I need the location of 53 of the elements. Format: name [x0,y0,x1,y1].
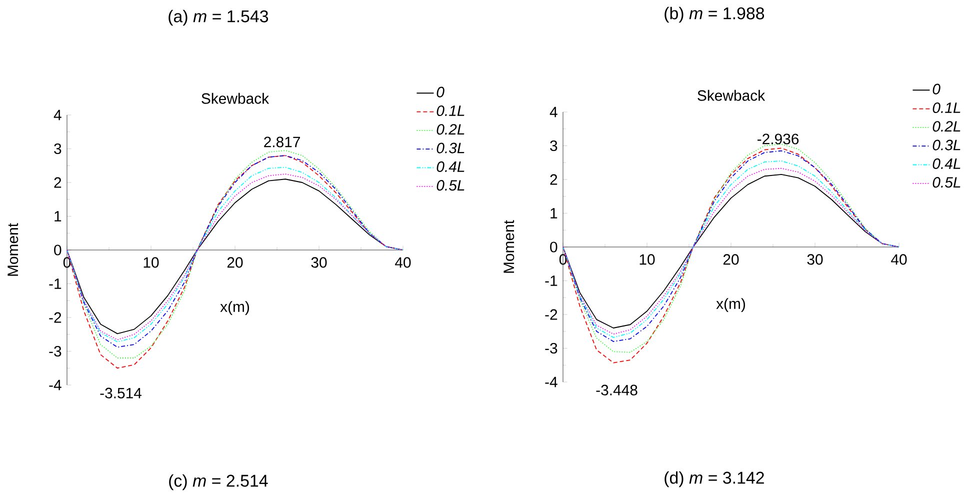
legend-label: 0.4L [932,158,960,169]
y-axis-title: Moment [8,223,18,276]
x-tick-label: 30 [311,257,327,268]
chart-title: (a) m = 1.543 [168,10,268,26]
x-tick-label: 20 [723,254,739,265]
y-tick-label: 1 [550,208,558,218]
y-tick-label: -1 [49,278,62,289]
y-tick-label: 0 [550,242,558,252]
x-tick-label: 40 [891,254,907,265]
x-tick-label: 30 [807,254,823,265]
legend-label: 0.3L [932,140,960,150]
y-tick-label: 3 [550,140,558,152]
y-tick-label: 2 [54,177,62,188]
legend-label: 0.2L [932,121,960,132]
y-tick-label: -3 [49,346,62,357]
chart-title: (b) m = 1.988 [664,6,764,23]
legend-label: 0.1L [436,105,464,116]
y-tick-label: 4 [550,106,558,118]
x-axis-title: x(m) [716,298,746,312]
text: -3.448 [596,384,638,396]
x-tick-label: 0 [559,254,567,265]
chart-subtitle: Skewback [202,92,270,104]
legend-label: 0.3L [436,142,464,154]
y-tick-label: 0 [54,244,62,256]
annotation: -2.936 [758,134,799,144]
y-tick-label: -3 [545,342,558,354]
x-tick-label: 40 [395,257,411,268]
x-axis-title: x(m) [220,301,250,316]
chart-subtitle: Skewback [698,90,766,101]
x-tick-label: 10 [144,257,159,268]
text: -3.514 [100,388,142,398]
text: (c) m = 2.514 [169,474,268,490]
y-axis-title: Moment [504,220,514,273]
y-tick-label: 2 [550,174,558,185]
y-tick-label: -4 [49,380,62,390]
legend-label: 0.2L [436,124,464,135]
legend-label: 0.5L [932,177,960,188]
y-tick-label: -2 [545,309,558,320]
x-tick-label: 20 [227,257,243,268]
y-tick-label: 3 [54,143,62,154]
y-tick-label: 1 [54,211,62,222]
annotation: 2.817 [264,136,300,148]
legend-label: 0.5L [436,180,464,191]
legend-label: 0.1L [932,102,960,114]
legend-label: 0.4L [436,161,464,172]
text: (d) m = 3.142 [664,471,764,488]
y-tick-label: -2 [49,312,62,323]
y-tick-label: -4 [545,376,558,388]
legend-label: 0 [932,84,940,94]
y-tick-label: -1 [545,276,558,286]
y-tick-label: 4 [54,110,62,120]
x-tick-label: 10 [640,254,655,265]
legend-label: 0 [436,86,444,98]
